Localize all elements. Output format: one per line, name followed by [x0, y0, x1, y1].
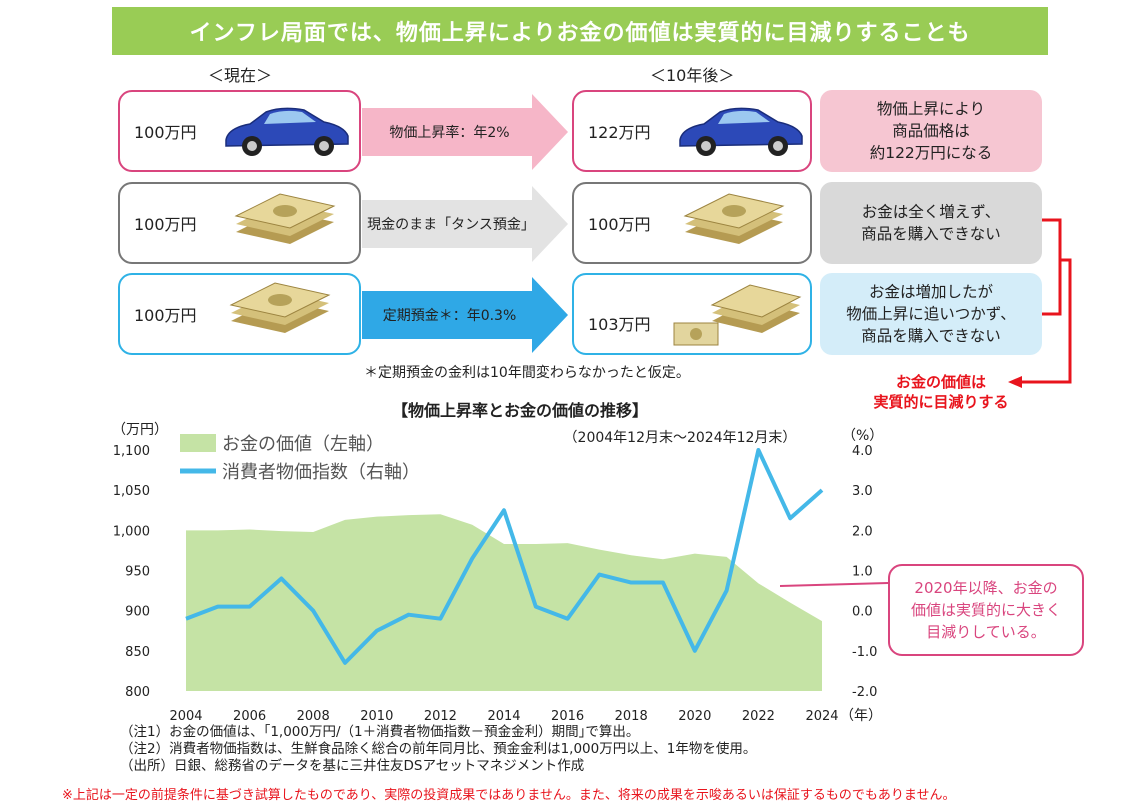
arrow-label-deposit: 定期預金＊：年0.3%	[382, 308, 517, 324]
later-box-cash: 100万円	[572, 182, 812, 264]
x-tick-label: 2004	[169, 709, 202, 724]
x-axis-unit: （年）	[840, 708, 882, 724]
footnote: （出所）日銀、総務省のデータを基に三井住友DSアセットマネジメント作成	[120, 758, 585, 774]
chart-title: 【物価上昇率とお金の価値の推移】	[392, 401, 648, 420]
now-box-cash: 100万円	[118, 182, 361, 264]
left-tick-label: 1,050	[113, 484, 150, 499]
note-line: 商品価格は	[892, 122, 970, 140]
arrow-cash	[362, 186, 568, 262]
cash-stack-icon	[234, 193, 336, 244]
left-tick-label: 800	[125, 685, 150, 700]
note-line: 商品を購入できない	[861, 327, 1001, 345]
conclusion: お金の価値は 実質的に目減りする	[856, 372, 1026, 412]
later-amount: 122万円	[588, 123, 651, 142]
x-tick-label: 2010	[360, 709, 393, 724]
right-tick-label: 2.0	[852, 524, 873, 539]
cash-stack-icon	[229, 282, 331, 333]
car-icon	[225, 107, 349, 156]
callout-line: 目減りしている。	[926, 623, 1046, 641]
cpi-line	[185, 448, 824, 665]
later-box-car: 122万円	[572, 90, 812, 172]
right-tick-label: -1.0	[852, 645, 877, 660]
arrow-label-inflation: 物価上昇率：年2%	[389, 125, 510, 141]
now-amount: 100万円	[134, 123, 197, 142]
note-line: お金は増加したが	[868, 283, 993, 301]
column-header-now: ＜現在＞	[208, 66, 273, 85]
callout-line: 2020年以降、お金の	[914, 579, 1058, 597]
right-tick-label: 1.0	[852, 565, 873, 580]
arrow-deposit	[362, 277, 568, 353]
car-icon	[679, 107, 803, 156]
money-value-area	[186, 514, 822, 691]
column-header-later: ＜10年後＞	[650, 66, 735, 85]
conclusion-line: 実質的に目減りする	[873, 393, 1009, 411]
chart-subtitle: （2004年12月末～2024年12月末）	[564, 430, 797, 446]
now-box-car: 100万円	[118, 90, 361, 172]
note-cash: お金は全く増えず、 商品を購入できない	[820, 182, 1042, 264]
note-deposit: お金は増加したが 物価上昇に追いつかず、 商品を購入できない	[820, 273, 1042, 355]
footnote: （注2）消費者物価指数は、生鮮食品除く総合の前年同月比、預金金利は1,000万円…	[120, 741, 757, 757]
right-tick-label: 0.0	[852, 605, 873, 620]
legend-label-area: お金の価値（左軸）	[222, 434, 384, 455]
x-tick-label: 2006	[233, 709, 266, 724]
x-tick-label: 2016	[551, 709, 584, 724]
callout-box: 2020年以降、お金の 価値は実質的に大きく 目減りしている。	[888, 564, 1084, 656]
arrow-inflation	[362, 94, 568, 170]
note-line: 商品を購入できない	[861, 225, 1001, 243]
left-tick-label: 850	[125, 645, 150, 660]
note-line: お金は全く増えず、	[861, 203, 1001, 221]
x-tick-label: 2020	[678, 709, 711, 724]
left-tick-label: 1,100	[113, 444, 150, 459]
note-line: 物価上昇に追いつかず、	[846, 305, 1016, 323]
right-tick-label: -2.0	[852, 685, 877, 700]
later-amount: 100万円	[588, 215, 651, 234]
callout-line: 価値は実質的に大きく	[910, 601, 1061, 619]
note-line: 約122万円になる	[869, 144, 993, 162]
footnotes: （注1）お金の価値は、｢1,000万円/（1＋消費者物価指数－預金金利）期間｣で…	[120, 724, 756, 775]
cash-stack-icon	[673, 284, 802, 346]
left-tick-label: 950	[125, 565, 150, 580]
right-tick-label: 3.0	[852, 484, 873, 499]
now-box-deposit: 100万円	[118, 273, 361, 355]
cash-stack-icon	[683, 193, 785, 244]
x-tick-label: 2024	[805, 709, 838, 724]
arrow-label-cash: 現金のまま「タンス預金」	[367, 217, 535, 233]
callout-pointer	[779, 582, 889, 587]
x-tick-label: 2014	[487, 709, 520, 724]
now-amount: 100万円	[134, 215, 197, 234]
later-box-deposit: 103万円	[572, 273, 812, 355]
asterisk-note: ＊定期預金の金利は10年間変わらなかったと仮定。	[364, 365, 690, 381]
note-inflation: 物価上昇により 商品価格は 約122万円になる	[820, 90, 1042, 172]
legend-swatch-area	[180, 434, 216, 452]
now-amount: 100万円	[134, 306, 197, 325]
legend-label-line: 消費者物価指数（右軸）	[222, 462, 420, 483]
disclaimer: ※上記は一定の前提条件に基づき試算したものであり、実際の投資成果ではありません。…	[62, 788, 956, 803]
right-axis-unit: （%）	[842, 428, 883, 444]
x-tick-label: 2022	[742, 709, 775, 724]
x-tick-label: 2008	[297, 709, 330, 724]
note-line: 物価上昇により	[876, 100, 986, 118]
conclusion-line: お金の価値は	[895, 373, 986, 391]
footnote: （注1）お金の価値は、｢1,000万円/（1＋消費者物価指数－預金金利）期間｣で…	[120, 724, 640, 740]
left-tick-label: 900	[125, 605, 150, 620]
bracket-arrow	[1008, 218, 1072, 388]
left-tick-label: 1,000	[113, 524, 150, 539]
x-tick-label: 2018	[615, 709, 648, 724]
inflation-chart: 【物価上昇率とお金の価値の推移】 （2004年12月末～2024年12月末） （…	[112, 401, 889, 724]
right-tick-label: 4.0	[852, 444, 873, 459]
banner-title: インフレ局面では、物価上昇によりお金の価値は実質的に目減りすることも	[112, 7, 1048, 55]
left-axis-unit: （万円）	[112, 422, 168, 438]
later-amount: 103万円	[588, 315, 651, 335]
x-tick-label: 2012	[424, 709, 457, 724]
